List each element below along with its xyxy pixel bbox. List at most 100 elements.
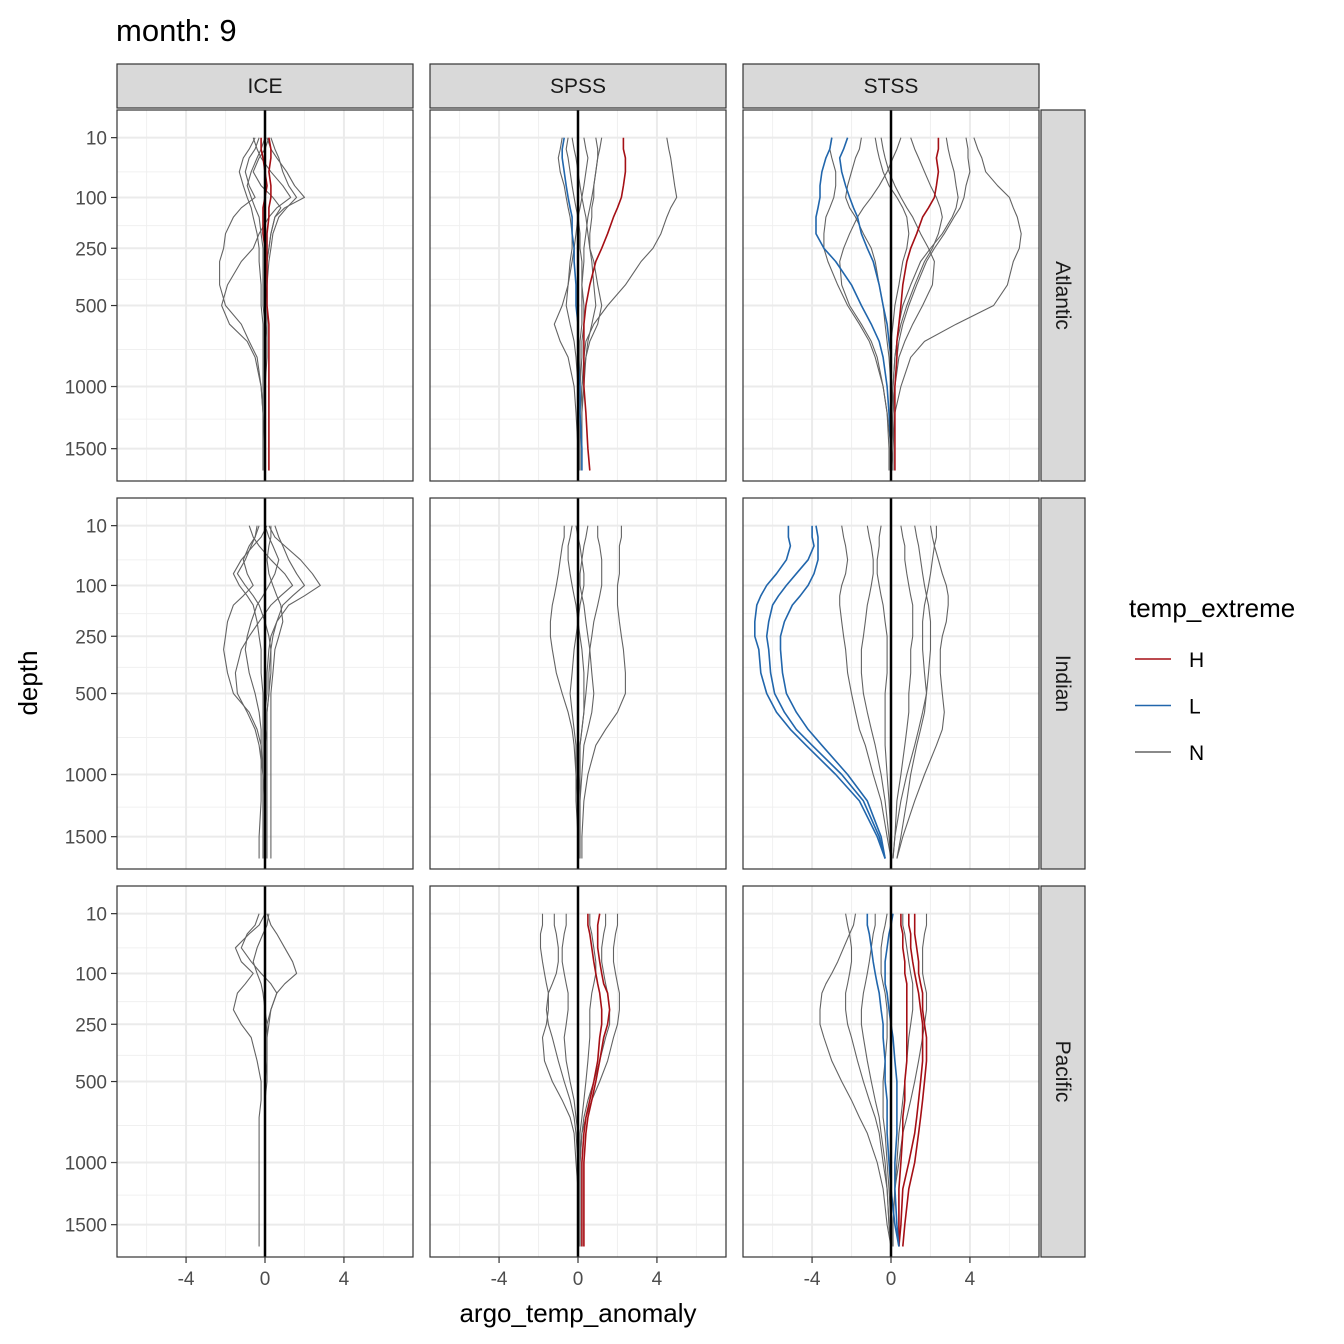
series-line-h [898, 913, 908, 1247]
series-line-l [779, 525, 886, 859]
series-line-h [266, 137, 272, 471]
series-line-n [238, 137, 264, 471]
panel-ice-pacific [116, 885, 414, 1258]
panel-border [429, 497, 727, 870]
series-line-h [583, 137, 627, 471]
y-tick-label: 10 [86, 517, 107, 538]
x-tick-label: 0 [573, 1269, 584, 1290]
y-tick-label: 500 [75, 1073, 107, 1094]
panel-stss-atlantic [742, 109, 1040, 482]
y-tick-label: 100 [75, 188, 107, 209]
panel-border [429, 109, 727, 482]
series-line-n [221, 137, 292, 471]
series-line-n [579, 525, 595, 859]
panel-border [742, 497, 1040, 870]
legend-label-l: L [1189, 696, 1201, 719]
y-axis-title: depth [13, 650, 43, 715]
strip-atlantic [1040, 109, 1086, 482]
y-tick-label: 1500 [65, 440, 107, 461]
panel-border [116, 497, 414, 870]
y-tick-label: 100 [75, 964, 107, 985]
series-line-h [902, 913, 928, 1247]
series-line-n [890, 137, 1022, 471]
strip-spss [429, 63, 727, 109]
facet-strips: ICE SPSS STSS Atlantic Indian Pacific [116, 63, 1086, 1258]
y-tick-label: 100 [75, 576, 107, 597]
panel-ice-indian [116, 497, 414, 870]
series-line-l [815, 137, 892, 471]
series-line-l [561, 137, 583, 471]
facet-panels [116, 109, 1040, 1258]
panel-spss-indian [429, 497, 727, 870]
x-tick-label: -4 [491, 1269, 508, 1290]
series-line-n [845, 913, 892, 1247]
y-tick-label: 1000 [65, 1154, 107, 1175]
y-tick-label: 500 [75, 685, 107, 706]
series-line-n [234, 525, 294, 859]
x-tick-label: 4 [339, 1269, 350, 1290]
y-tick-label: 250 [75, 239, 107, 260]
x-tick-label: -4 [804, 1269, 821, 1290]
strip-stss [742, 63, 1040, 109]
x-tick-label: -4 [178, 1269, 195, 1290]
strip-label-pacific: Pacific [1051, 1041, 1074, 1103]
x-axis-title: argo_temp_anomaly [459, 1298, 696, 1328]
series-line-n [567, 525, 585, 859]
strip-label-atlantic: Atlantic [1051, 261, 1074, 330]
series-line-l [765, 525, 886, 859]
panel-stss-pacific [742, 885, 1040, 1258]
strip-indian [1040, 497, 1086, 870]
series-line-n [896, 525, 937, 859]
series-line-n [539, 913, 579, 1247]
series-line-n [839, 525, 892, 859]
y-tick-label: 10 [86, 129, 107, 150]
y-tick-label: 1500 [65, 828, 107, 849]
series-line-n [232, 913, 266, 1247]
panel-spss-pacific [429, 885, 727, 1258]
series-line-n [244, 525, 280, 859]
series-line-h [583, 913, 611, 1247]
x-tick-label: 0 [260, 1269, 271, 1290]
chart-title: month: 9 [116, 13, 237, 48]
series-line-h [581, 913, 603, 1247]
series-line-n [892, 525, 932, 859]
panel-spss-atlantic [429, 109, 727, 482]
series-line-h [894, 137, 940, 471]
strip-label-indian: Indian [1051, 655, 1074, 712]
panel-ice-atlantic [116, 109, 414, 482]
legend-label-h: H [1189, 649, 1204, 672]
y-tick-label: 10 [86, 905, 107, 926]
y-tick-label: 1500 [65, 1216, 107, 1237]
series-line-n [892, 913, 928, 1247]
series-line-n [266, 525, 284, 859]
x-tick-label: 4 [965, 1269, 976, 1290]
series-line-n [880, 913, 892, 1247]
series-line-n [581, 525, 626, 859]
x-tick-label: 4 [652, 1269, 663, 1290]
series-line-n [579, 913, 597, 1247]
series-line-n [892, 913, 914, 1247]
strip-pacific [1040, 885, 1086, 1258]
series-line-n [819, 913, 892, 1247]
series-line-h [898, 913, 924, 1247]
x-tick-label: 0 [886, 1269, 897, 1290]
series-line-n [860, 525, 892, 859]
series-line-n [896, 525, 949, 859]
strip-label-spss: SPSS [550, 75, 606, 98]
panel-stss-indian [742, 497, 1040, 870]
series-line-n [876, 525, 892, 859]
series-line-n [232, 525, 268, 859]
series-line-l [753, 525, 886, 859]
series-line-n [890, 137, 959, 471]
series-line-l [866, 913, 900, 1247]
y-tick-label: 1000 [65, 378, 107, 399]
y-tick-label: 250 [75, 1015, 107, 1036]
series-line-n [569, 525, 585, 859]
series-line-n [892, 525, 914, 859]
strip-label-stss: STSS [864, 75, 919, 98]
series-line-n [553, 137, 589, 471]
panel-border [742, 109, 1040, 482]
series-line-n [839, 137, 902, 471]
y-tick-label: 250 [75, 627, 107, 648]
series-line-n [266, 525, 306, 859]
